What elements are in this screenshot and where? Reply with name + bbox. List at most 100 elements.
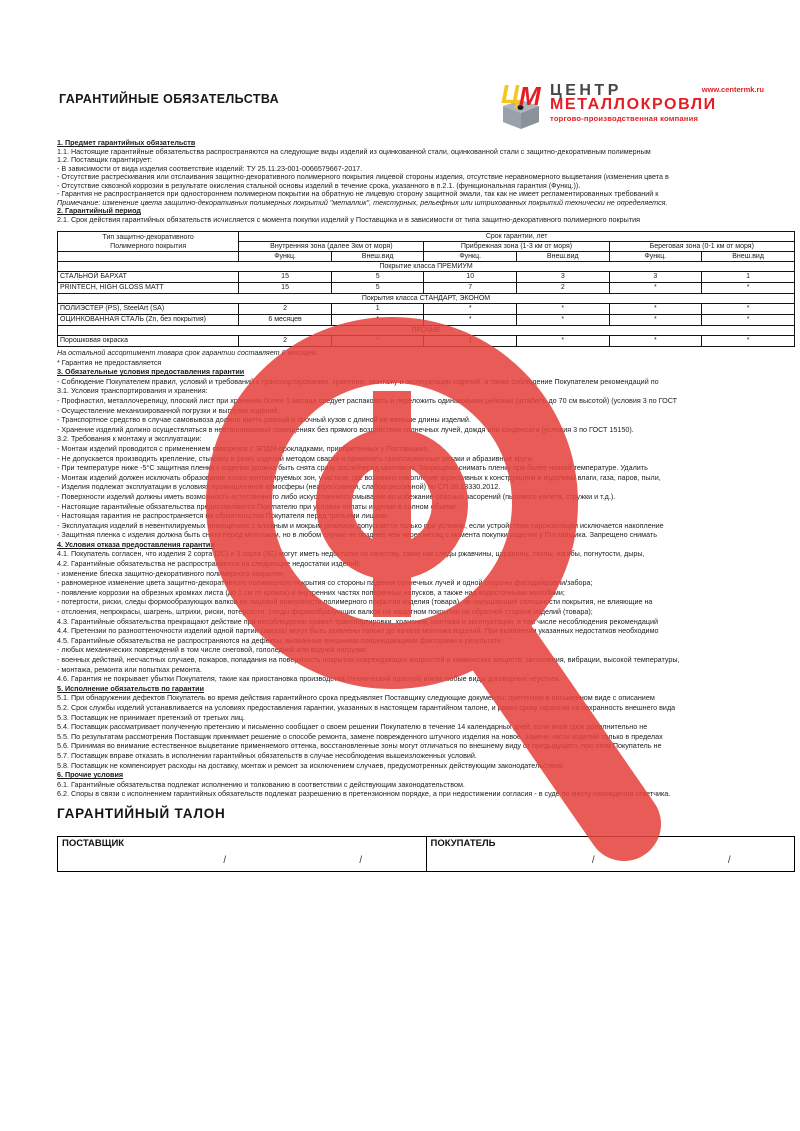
warranty-value-cell: 6 месяцев (238, 314, 332, 326)
text-line: 1. Предмет гарантийных обязательств (57, 139, 196, 147)
buyer-cell: ПОКУПАТЕЛЬ / / (425, 836, 795, 872)
coating-name-cell: ОЦИНКОВАННАЯ СТАЛЬ (Zn, без покрытия) (56, 314, 240, 326)
text-line: 5.1. При обнаружении дефектов Покупатель… (57, 693, 655, 703)
coating-class-row: Покрытие класса ПРЕМИУМ (57, 261, 795, 272)
signature-slash: / (223, 855, 227, 866)
text-line: 5.7. Поставщик вправе отказать в исполне… (57, 750, 477, 760)
text-line: 5.4. Поставщик рассматривает полученную … (57, 722, 648, 732)
signature-slash: / (727, 855, 731, 866)
coating-class-label: Покрытия класса СТАНДАРТ, ЭКОНОМ (57, 293, 795, 304)
warranty-value-cell: * (330, 314, 425, 326)
text-line: 5. Исполнение обязательств по гарантии (57, 683, 205, 693)
text-line: 3. Обязательные условия предоставления г… (57, 367, 245, 377)
text-line: 5.6. Принимая во внимание естественное в… (57, 741, 662, 751)
warranty-coupon-table: ПОСТАВЩИК / / ПОКУПАТЕЛЬ / / (57, 836, 795, 872)
text-line: 5.8. Поставщик не компенсирует расходы н… (57, 760, 565, 770)
text-line: - Монтаж изделий проводится с применение… (57, 443, 430, 453)
warranty-value-cell: * (701, 335, 795, 347)
logo-line1: ЦЕНТР (550, 82, 622, 99)
text-line: - отслоения, непрокрасы, шагрень, штрихи… (57, 607, 593, 617)
text-line: - появление коррозии на обрезных кромках… (57, 587, 565, 597)
text-line: - Эксплуатация изделий в невентилируемых… (57, 520, 664, 530)
logo-cube-icon: Ц М (501, 79, 542, 129)
subheader-cell: Внеш.вид (515, 251, 610, 262)
logo-line2: МЕТАЛЛОКРОВЛИ (550, 96, 717, 113)
text-line: 3.1. Условия транспортирования и хранени… (57, 386, 208, 396)
text-line: - изменение блеска защитно-декоративного… (57, 568, 285, 578)
text-line: - Изделия подлежат эксплуатации в услови… (57, 482, 501, 492)
warranty-value-cell: 3 (515, 271, 610, 283)
warranty-years-header: Срок гарантии, лет (238, 231, 795, 242)
warranty-value-cell: * (701, 314, 795, 326)
coating-class-row: ПРОЧИЕ (57, 325, 795, 336)
warranty-value-cell: * (330, 335, 425, 347)
zone-header-row: Внутренняя зона (далее 3км от моря) Прибр… (58, 241, 796, 252)
warranty-value-cell: * (608, 282, 703, 294)
text-line: - военных действий, несчастных случаев, … (57, 655, 680, 664)
zone-header: Внутренняя зона (далее 3км от моря) (238, 241, 425, 252)
coating-name-cell: Порошковая окраска (56, 335, 240, 347)
warranty-value-cell: 15 (238, 271, 332, 283)
text-line: Примечание: изменение цвета защитно-деко… (57, 198, 668, 207)
coupon-title: ГАРАНТИЙНЫЙ ТАЛОН (57, 806, 226, 821)
subheader-cell: Функц. (423, 251, 517, 262)
warranty-value-cell: 7 (423, 282, 517, 294)
warranty-value-cell: * (608, 314, 703, 326)
signature-slash: / (359, 855, 363, 866)
coating-class-label: ПРОЧИЕ (57, 325, 795, 336)
warranty-value-cell: * (608, 303, 703, 315)
subheader-cell: Внеш.вид (701, 251, 795, 262)
warranty-value-cell: 2 (238, 303, 332, 315)
table-row: ПОЛИЭСТЕР (PS), SteelArt (SA) 2 1 * * * * (56, 303, 795, 315)
buyer-label: ПОКУПАТЕЛЬ (430, 838, 496, 849)
text-line: - При температуре ниже -5°С защитная пле… (57, 463, 648, 473)
warranty-value-cell: 1 (330, 303, 425, 315)
warranty-value-cell: * (515, 303, 610, 315)
zone-header: Береговая зона (0-1 км от моря) (608, 241, 796, 252)
text-line: 4.1. Покупатель согласен, что изделия 2 … (57, 549, 645, 559)
text-line: 4.4. Претензии по разнооттеночности изде… (57, 626, 659, 636)
text-line: - любых механических повреждений в том ч… (57, 645, 368, 655)
warranty-value-cell: * (701, 282, 795, 294)
warranty-value-cell: * (423, 303, 517, 315)
text-line: - Настоящая гарантия не распространяется… (57, 511, 389, 521)
text-line: 3.2. Требования к монтажу и эксплуатации… (57, 434, 202, 444)
warranty-value-cell: 2 (238, 335, 332, 347)
svg-text:М: М (519, 81, 542, 111)
warranty-value-cell: 1 (423, 335, 517, 347)
warranty-value-cell: * (515, 335, 610, 347)
text-line: 4.2. Гарантийные обязательства не распро… (57, 559, 361, 569)
text-line: - Транспортное средство в случае самовыв… (57, 415, 471, 425)
text-line: - Монтаж изделий должен исключать образо… (57, 472, 661, 482)
text-line: 6.1. Гарантийные обязательства подлежат … (57, 779, 465, 789)
empty-cell (56, 251, 240, 262)
text-line: - монтажа, ремонта или попытках ремонта. (57, 664, 202, 674)
table-row: ОЦИНКОВАННАЯ СТАЛЬ (Zn, без покрытия) 6 м… (56, 314, 795, 326)
logo-text: ЦЕНТР www.centermk.ru МЕТАЛЛОКРОВЛИ торг… (550, 82, 764, 124)
warranty-value-cell: 1 (701, 271, 795, 283)
text-line: * Гарантия не предоставляется (57, 357, 162, 367)
buyer-signature-area: / / (427, 855, 795, 868)
warranty-value-cell: 15 (238, 282, 332, 294)
company-logo: Ц М ЦЕНТР www.centermk.ru МЕТАЛЛОКРОВЛИ … (498, 68, 764, 130)
warranty-value-cell: 2 (515, 282, 610, 294)
text-line: - равномерное изменение цвета защитно-де… (57, 578, 593, 588)
subheader-cell: Функц. (608, 251, 703, 262)
terms-text-block-bottom: На остальной ассортимент товара срок гар… (57, 348, 795, 799)
text-line: 4.3. Гарантийные обязательства прекращаю… (57, 616, 658, 626)
coating-name-cell: PRINTECH, HIGH GLOSS MATT (56, 282, 240, 294)
table-row: PRINTECH, HIGH GLOSS MATT 15 5 7 2 * * (56, 282, 795, 294)
text-line: 2. Гарантийный период (57, 207, 141, 215)
warranty-value-cell: * (608, 335, 703, 347)
text-line: - Отсутствие сквозной коррозии в результ… (57, 181, 581, 190)
text-line: 6.2. Споры в связи с исполнением гаранти… (57, 789, 671, 799)
coating-type-header: Тип защитно-декоративного Полимерного пок… (56, 231, 240, 252)
warranty-value-cell: 3 (608, 271, 703, 283)
subheader-cell: Функц. (238, 251, 332, 262)
table-header-row: Тип защитно-декоративного Полимерного пок… (56, 231, 795, 252)
zone-header: Прибрежная зона (1-3 км от моря) (423, 241, 610, 252)
text-line: 2.1. Срок действия гарантийных обязатель… (57, 215, 641, 224)
text-line: На остальной ассортимент товара срок гар… (57, 348, 318, 357)
text-line: - Настоящие гарантийные обязательства пр… (57, 501, 458, 511)
subheader-row: Функц. Внеш.вид Функц. Внеш.вид Функц. Внеш.в… (56, 251, 795, 262)
